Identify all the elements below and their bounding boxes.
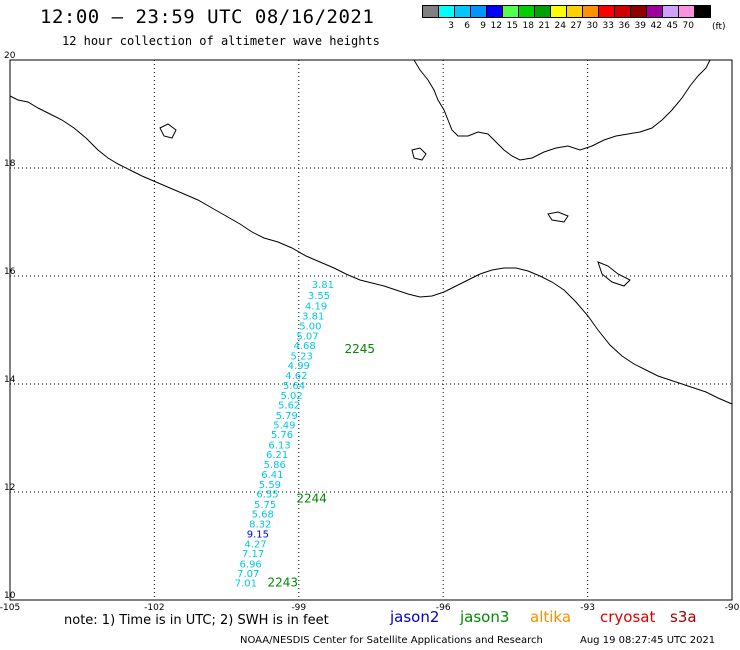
longitude-label: -99 xyxy=(291,603,306,613)
swh-value-label: 5.23 xyxy=(291,351,313,362)
latitude-label: 16 xyxy=(4,267,16,277)
legend-label: 24 xyxy=(554,21,566,31)
longitude-label: -102 xyxy=(144,603,164,613)
legend-label: 15 xyxy=(506,21,518,31)
legend-label: 6 xyxy=(464,21,470,31)
gulf-of-mexico-coastline xyxy=(413,59,711,161)
swh-value-label: 5.07 xyxy=(296,331,318,342)
swh-value-label: 5.64 xyxy=(283,381,305,392)
legend-label: 30 xyxy=(586,21,598,31)
swh-value-label: 5.79 xyxy=(276,411,298,422)
latitude-label: 18 xyxy=(4,159,16,169)
swh-value-label: 4.19 xyxy=(305,302,327,313)
swh-value-label: 7.07 xyxy=(237,569,259,580)
swh-value-label: 5.75 xyxy=(254,500,276,511)
footnote: note: 1) Time is in UTC; 2) SWH is in fe… xyxy=(64,613,329,628)
latitude-label: 10 xyxy=(4,591,16,601)
legend-label: 42 xyxy=(650,21,662,31)
swh-value-label: 6.21 xyxy=(266,450,288,461)
longitude-label: -96 xyxy=(436,603,451,613)
swh-value-label: 5.68 xyxy=(252,510,274,521)
satellite-name: s3a xyxy=(670,608,697,626)
legend-label: 12 xyxy=(490,21,502,31)
longitude-label: -93 xyxy=(580,603,595,613)
generated-timestamp: Aug 19 08:27:45 UTC 2021 xyxy=(580,635,716,646)
legend-label: 21 xyxy=(538,21,550,31)
legend-swatches xyxy=(422,5,711,18)
legend-label: 18 xyxy=(522,21,534,31)
pacific-coastline xyxy=(9,95,733,405)
swh-value-label: 4.99 xyxy=(288,361,310,372)
legend-label: 45 xyxy=(666,21,678,31)
pass-time-label: 2245 xyxy=(345,342,376,356)
swh-value-label: 3.81 xyxy=(312,280,334,291)
swh-value-label: 5.86 xyxy=(264,460,286,471)
altimeter-track: 3.813.554.193.815.005.074.685.234.994.62… xyxy=(235,280,375,590)
pass-time-label: 2243 xyxy=(268,576,299,590)
swh-value-label: 5.49 xyxy=(273,421,295,432)
legend-label: 39 xyxy=(634,21,646,31)
swh-value-label: 4.27 xyxy=(244,539,266,550)
satellite-name: jason3 xyxy=(460,608,510,626)
swh-value-label: 6.55 xyxy=(256,490,278,501)
legend-label: 3 xyxy=(448,21,454,31)
swh-value-label: 3.81 xyxy=(302,311,324,322)
swh-value-label: 8.32 xyxy=(249,519,271,530)
legend-swatch xyxy=(694,5,711,18)
swh-value-label: 5.76 xyxy=(271,430,293,441)
coastline xyxy=(9,59,733,405)
latitude-label: 14 xyxy=(4,375,16,385)
graticule: -105 -102 -99 -96 -93 -90 20 18 16 14 12 10 xyxy=(0,51,740,613)
map-subtitle: 12 hour collection of altimeter wave hei… xyxy=(62,34,380,48)
swh-value-label: 6.41 xyxy=(261,470,283,481)
legend-label: 36 xyxy=(618,21,630,31)
pass-time-label: 2244 xyxy=(296,491,327,505)
swh-value-label: 6.13 xyxy=(268,440,290,451)
swh-value-label: 3.55 xyxy=(308,291,330,302)
map-frame xyxy=(9,59,733,601)
legend-label: 9 xyxy=(480,21,486,31)
swh-value-label: 9.15 xyxy=(247,530,269,541)
latitude-label: 20 xyxy=(4,51,16,61)
legend-labels: 3 6 9 12 15 18 21 24 27 30 33 36 39 42 45 70 xyxy=(422,21,710,31)
swh-value-label: 5.02 xyxy=(280,391,302,402)
island-shape xyxy=(159,123,177,139)
credit-line: NOAA/NESDIS Center for Satellite Applica… xyxy=(240,635,543,646)
legend-label: 33 xyxy=(602,21,614,31)
lake-shape xyxy=(411,147,427,161)
swh-value-label: 6.96 xyxy=(240,559,262,570)
swh-value-label: 7.01 xyxy=(235,579,257,590)
swh-value-label: 5.00 xyxy=(299,322,321,333)
swh-value-label: 7.17 xyxy=(242,549,264,560)
legend-label: 70 xyxy=(682,21,694,31)
longitude-label: -90 xyxy=(725,603,740,613)
map-title: 12:00 – 23:59 UTC 08/16/2021 xyxy=(40,6,375,28)
swh-value-label: 4.62 xyxy=(285,371,307,382)
lagoon-shape xyxy=(547,211,569,223)
satellite-name: cryosat xyxy=(600,608,656,626)
latitude-label: 12 xyxy=(4,483,15,493)
wave-height-legend: 3 6 9 12 15 18 21 24 27 30 33 36 39 42 45 70 (ft) xyxy=(422,5,726,32)
swh-value-label: 4.68 xyxy=(293,341,315,352)
longitude-label: -105 xyxy=(0,603,20,613)
swh-value-label: 5.62 xyxy=(278,401,300,412)
swh-value-label: 5.59 xyxy=(259,480,281,491)
satellite-name: jason2 xyxy=(390,608,440,626)
legend-unit: (ft) xyxy=(712,22,726,32)
reservoir-shape xyxy=(597,261,631,287)
satellite-name: altika xyxy=(530,608,572,626)
legend-label: 27 xyxy=(570,21,582,31)
